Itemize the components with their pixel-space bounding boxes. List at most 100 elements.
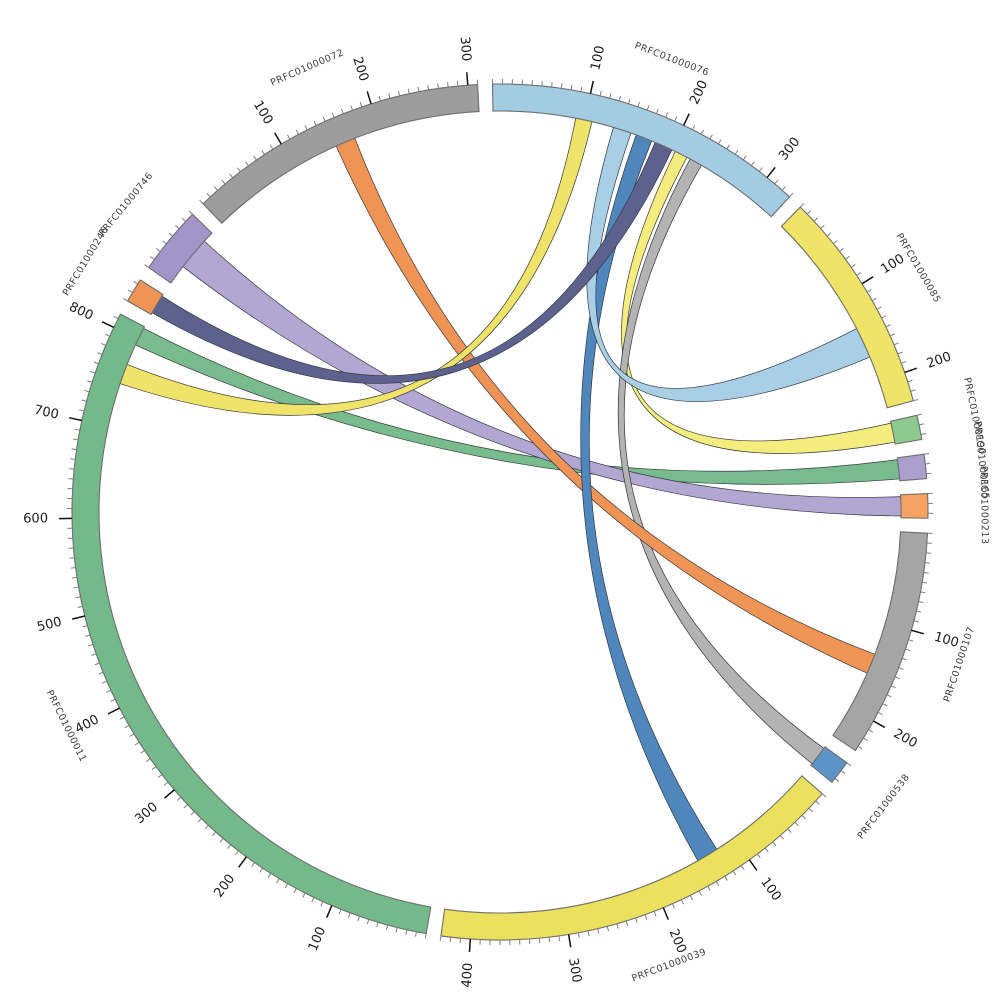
minor-tick: [261, 150, 266, 155]
minor-tick: [73, 586, 79, 589]
minor-tick: [293, 888, 297, 894]
minor-tick: [81, 399, 87, 402]
minor-tick: [646, 105, 650, 111]
minor-tick: [801, 814, 806, 820]
minor-tick: [758, 167, 763, 172]
tick-label: 200: [687, 78, 711, 107]
minor-tick: [253, 155, 257, 161]
minor-tick: [237, 167, 241, 172]
minor-tick: [856, 272, 862, 276]
minor-tick: [787, 828, 792, 833]
tick-label: 200: [891, 726, 920, 751]
minor-tick: [821, 793, 827, 798]
minor-tick: [692, 125, 696, 130]
minor-tick: [840, 770, 846, 775]
segment-arc-PRFC01000039: [440, 775, 823, 941]
minor-tick: [128, 289, 133, 293]
minor-tick: [322, 116, 326, 122]
tick-label: 100: [932, 630, 960, 651]
minor-tick: [764, 847, 769, 853]
minor-tick: [395, 927, 398, 933]
minor-tick: [69, 557, 75, 559]
minor-tick: [104, 333, 110, 337]
minor-tick: [916, 610, 922, 613]
minor-tick: [347, 912, 351, 918]
minor-tick: [129, 733, 135, 737]
minor-tick: [680, 899, 684, 905]
minor-tick: [794, 821, 799, 827]
major-tick: [567, 934, 572, 948]
minor-tick: [74, 428, 80, 431]
minor-tick: [587, 930, 590, 936]
major-tick: [682, 113, 690, 126]
minor-tick: [698, 890, 702, 896]
minor-tick: [781, 186, 786, 191]
minor-tick: [628, 98, 631, 104]
minor-tick: [357, 916, 360, 922]
segment-arc-PRFC01000011: [71, 313, 432, 935]
minor-tick: [774, 179, 779, 185]
minor-tick: [385, 924, 389, 930]
minor-tick: [897, 351, 903, 355]
minor-tick: [145, 758, 151, 762]
minor-tick: [212, 831, 217, 837]
minor-tick: [311, 897, 315, 903]
minor-tick: [918, 423, 925, 426]
tick-label: 200: [666, 927, 689, 956]
minor-tick: [808, 807, 813, 813]
major-tick: [911, 629, 925, 635]
minor-tick: [898, 667, 904, 670]
major-tick: [766, 166, 776, 179]
chord-PRFC01000076-to-PRFC01000538: [617, 158, 825, 765]
minor-tick: [913, 398, 919, 402]
minor-tick: [378, 96, 382, 102]
minor-tick: [901, 360, 907, 364]
minor-tick: [756, 853, 761, 859]
tick-label: 400: [73, 712, 102, 737]
tick-label: 300: [457, 36, 474, 62]
minor-tick: [689, 895, 693, 901]
tick-label: 300: [132, 800, 161, 828]
segment-label-PRFC01000039: PRFC01000039: [630, 947, 708, 985]
minor-tick: [709, 134, 713, 140]
segment-label-PRFC01000072: PRFC01000072: [269, 47, 346, 88]
minor-tick: [366, 919, 370, 925]
segment-arc-PRFC01000165: [896, 453, 928, 482]
minor-tick: [439, 935, 442, 941]
minor-tick: [134, 741, 140, 746]
segment-arc-PRFC01000746: [147, 213, 213, 284]
major-tick: [238, 856, 248, 868]
minor-tick: [276, 878, 280, 884]
major-tick: [662, 907, 669, 920]
minor-tick: [267, 873, 272, 878]
minor-tick: [82, 625, 88, 628]
minor-tick: [606, 926, 609, 932]
minor-tick: [93, 361, 99, 365]
minor-tick: [71, 448, 77, 451]
minor-tick: [653, 911, 657, 917]
minor-tick: [94, 662, 100, 666]
minor-tick: [868, 729, 874, 733]
major-tick: [107, 707, 120, 715]
segment-arc-PRFC01000076: [491, 83, 791, 218]
major-tick: [468, 938, 472, 952]
minor-tick: [866, 289, 872, 293]
minor-tick: [893, 342, 899, 346]
minor-tick: [717, 139, 722, 145]
minor-tick: [75, 596, 81, 599]
tick-label: 400: [459, 962, 476, 988]
minor-tick: [889, 333, 895, 337]
minor-tick: [427, 84, 430, 91]
minor-tick: [724, 875, 728, 881]
tick-label: 300: [565, 957, 584, 984]
minor-tick: [251, 862, 255, 867]
major-tick: [69, 416, 83, 422]
minor-tick: [119, 716, 125, 720]
minor-tick: [618, 95, 622, 102]
segment-arc-PRFC01000107: [832, 531, 929, 752]
minor-tick: [882, 703, 888, 707]
minor-tick: [857, 745, 863, 750]
minor-tick: [87, 380, 93, 383]
minor-tick: [269, 144, 274, 150]
minor-tick: [920, 591, 926, 594]
